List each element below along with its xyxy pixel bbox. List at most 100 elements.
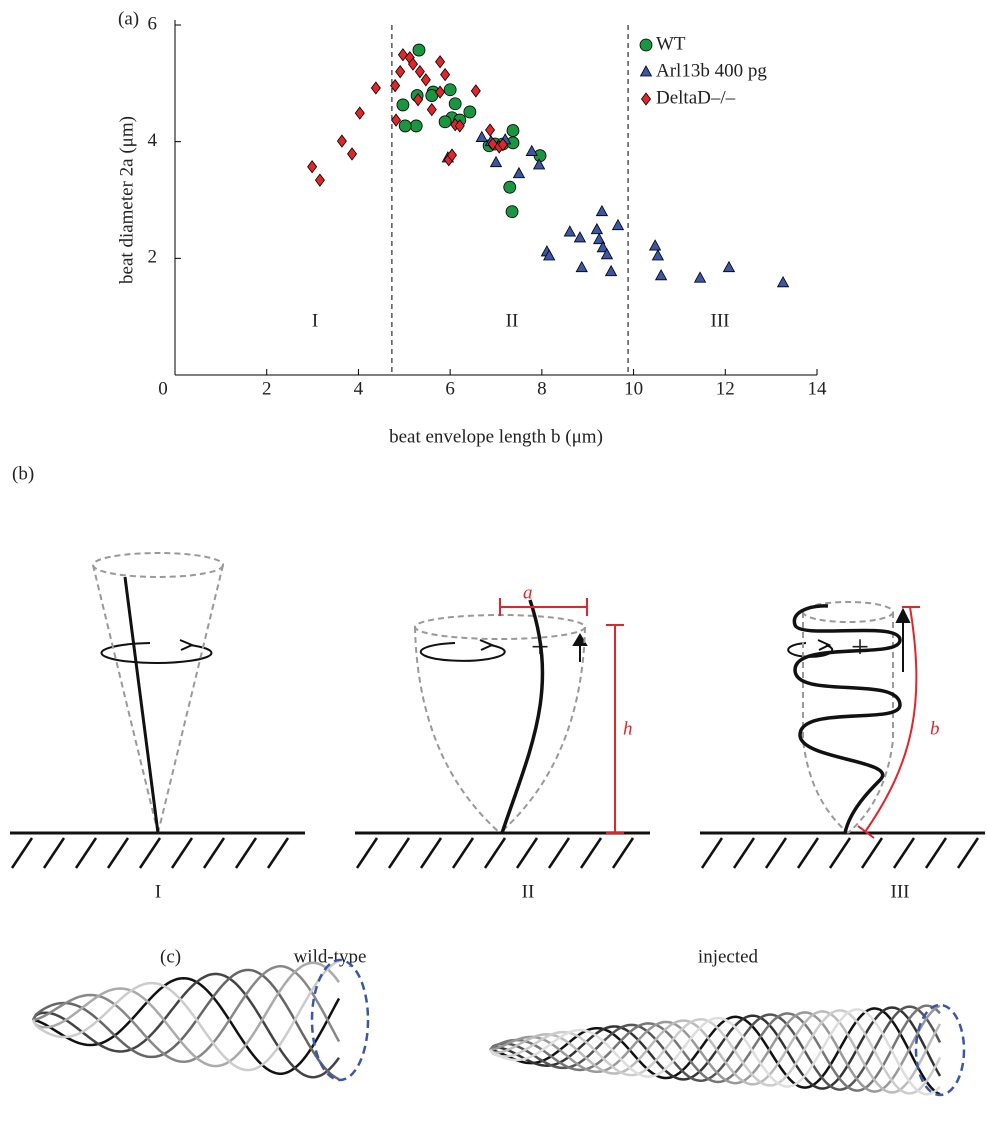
point <box>512 166 526 179</box>
point <box>573 231 587 243</box>
dimension-a <box>499 598 588 616</box>
hatch <box>387 837 411 869</box>
hatch <box>547 837 571 869</box>
stage-label: III <box>891 881 910 902</box>
point <box>336 134 347 148</box>
y-axis-label: beat diameter 2a (μm) <box>116 116 137 284</box>
point <box>435 55 446 69</box>
point <box>314 173 325 187</box>
rotation <box>419 642 506 662</box>
hatch <box>515 837 539 869</box>
point <box>489 155 503 168</box>
panel-label: (a) <box>118 8 139 29</box>
beat-wave <box>31 972 341 1079</box>
hatch <box>266 837 290 869</box>
point <box>426 102 437 117</box>
beat-wave <box>489 1010 942 1094</box>
envelope <box>310 958 370 1082</box>
x-tick-label: 0 <box>158 378 168 399</box>
legend-symbol <box>639 38 653 52</box>
beat-wave <box>31 968 340 1081</box>
point <box>525 144 538 156</box>
cilium <box>500 599 545 834</box>
point <box>347 147 358 161</box>
point <box>443 83 457 97</box>
panel-label: (b) <box>12 463 34 484</box>
hatch <box>611 837 635 869</box>
region-label: I <box>312 310 318 331</box>
point <box>595 204 609 217</box>
point <box>600 248 614 260</box>
beat-wave <box>31 961 341 1068</box>
hatch <box>451 837 475 869</box>
point <box>395 64 406 79</box>
envelope <box>414 614 586 640</box>
legend-label: WT <box>656 33 686 54</box>
y-tick-label: 6 <box>148 13 158 34</box>
hatch <box>796 837 820 869</box>
dimension-h <box>606 624 624 834</box>
cilium <box>792 604 902 834</box>
point <box>590 222 604 235</box>
x-tick-label: 2 <box>262 378 272 399</box>
point <box>448 97 462 111</box>
point <box>648 239 662 251</box>
point <box>470 84 481 98</box>
hatch <box>892 837 916 869</box>
point <box>505 205 519 219</box>
point <box>391 113 402 127</box>
point <box>396 98 410 112</box>
stage-label: II <box>522 881 535 902</box>
hatch <box>764 837 788 869</box>
arrowhead <box>817 639 832 651</box>
label-b: b <box>930 718 940 739</box>
x-tick-label: 10 <box>624 378 643 399</box>
point <box>407 57 418 71</box>
point <box>593 232 606 245</box>
panel-title: injected <box>698 946 759 967</box>
point <box>776 276 790 288</box>
point <box>398 119 412 133</box>
beat-wave <box>489 1008 941 1096</box>
beat-wave <box>31 959 340 1072</box>
point <box>611 218 625 231</box>
arrowhead <box>895 607 911 623</box>
point <box>693 271 707 283</box>
dimension-b <box>857 606 920 839</box>
legend-symbol <box>639 65 653 77</box>
hatch <box>10 837 34 869</box>
envelope <box>802 612 894 834</box>
hatch <box>202 837 226 869</box>
point <box>497 137 508 152</box>
hatch <box>700 837 724 869</box>
point <box>454 119 465 133</box>
stage-label: I <box>155 881 161 902</box>
hatch <box>579 837 603 869</box>
point <box>414 64 425 79</box>
hatch <box>170 837 194 869</box>
point <box>435 85 446 99</box>
point <box>370 81 381 95</box>
legend-label: DeltaD–/– <box>656 87 736 108</box>
rotation <box>100 642 213 664</box>
legend-symbol <box>641 92 651 106</box>
x-tick-label: 4 <box>354 378 364 399</box>
point <box>543 249 556 261</box>
panel-b: (b) + + a h b I II III <box>10 463 985 902</box>
label-a: a <box>523 582 533 603</box>
hatch <box>106 837 130 869</box>
hatch <box>483 837 507 869</box>
x-tick-label: 8 <box>537 378 547 399</box>
point <box>390 78 401 93</box>
point <box>413 92 424 107</box>
legend-label: Arl13b 400 pg <box>656 60 767 81</box>
hatch <box>234 837 258 869</box>
envelope <box>157 564 224 834</box>
envelope <box>914 1003 966 1097</box>
x-axis-label: beat envelope length b (μm) <box>389 426 603 447</box>
point <box>412 43 426 57</box>
x-tick-label: 6 <box>445 378 455 399</box>
point <box>651 249 665 261</box>
